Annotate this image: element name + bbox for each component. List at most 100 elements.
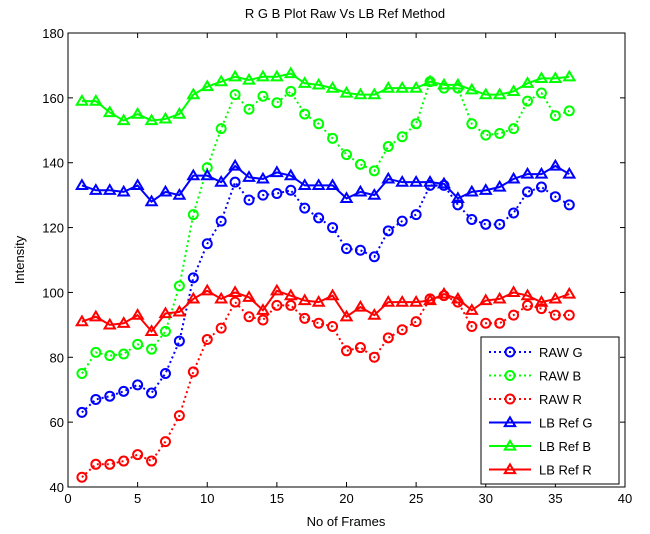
data-point	[311, 295, 326, 307]
legend-label: LB Ref G	[539, 416, 592, 431]
data-point	[214, 175, 229, 187]
series-lb-ref-b	[75, 66, 577, 126]
y-tick-label: 160	[42, 91, 64, 106]
x-tick-label: 0	[64, 491, 71, 506]
data-point	[327, 222, 339, 234]
data-point	[506, 84, 521, 96]
data-point	[173, 410, 185, 422]
data-point	[104, 458, 116, 470]
data-point	[339, 309, 354, 322]
data-point	[243, 311, 255, 323]
data-point	[200, 79, 215, 92]
data-point	[520, 288, 535, 301]
data-point	[423, 293, 437, 306]
legend-label: RAW B	[539, 369, 581, 384]
data-point	[494, 128, 506, 140]
data-point	[102, 317, 117, 330]
legend-marker	[504, 393, 516, 405]
legend-label: LB Ref R	[539, 463, 592, 478]
data-point	[146, 343, 158, 355]
data-point	[90, 393, 102, 405]
data-point	[480, 129, 492, 141]
data-point	[283, 168, 298, 181]
data-point	[464, 82, 479, 95]
data-point	[450, 291, 465, 304]
data-point	[297, 293, 312, 306]
chart-title: R G B Plot Raw Vs LB Ref Method	[245, 6, 445, 21]
data-point	[144, 324, 159, 336]
data-point	[492, 179, 507, 192]
data-point	[563, 309, 575, 321]
data-point	[341, 149, 352, 161]
data-point	[132, 338, 144, 350]
data-point	[354, 158, 366, 170]
legend-entry: RAW R	[489, 392, 582, 407]
data-point	[353, 184, 368, 197]
data-point	[423, 175, 437, 187]
data-point	[548, 158, 563, 171]
data-point	[130, 178, 145, 191]
data-point	[285, 184, 297, 196]
data-point	[367, 87, 382, 100]
data-point	[409, 80, 424, 93]
data-point	[368, 165, 380, 177]
data-point	[102, 105, 117, 118]
legend-entry: RAW B	[489, 369, 581, 384]
data-point	[215, 215, 227, 227]
data-point	[271, 188, 283, 200]
y-tick-label: 80	[50, 350, 64, 365]
data-point	[395, 80, 410, 93]
legend: RAW G RAW B RAW R LB Ref G LB Ref B LB Ref R	[480, 336, 620, 485]
data-point	[130, 106, 145, 119]
data-point	[382, 332, 394, 344]
data-point	[144, 113, 159, 126]
data-point	[104, 350, 116, 362]
data-point	[242, 290, 256, 302]
data-point	[548, 71, 563, 84]
data-point	[201, 333, 213, 345]
data-point	[228, 69, 243, 82]
data-point	[158, 111, 173, 124]
data-point	[229, 296, 241, 308]
data-point	[297, 76, 312, 88]
data-point	[285, 299, 297, 311]
data-point	[313, 317, 325, 329]
x-tick-label: 30	[479, 491, 493, 506]
data-point	[242, 72, 256, 85]
data-point	[549, 110, 561, 122]
data-point	[118, 348, 130, 360]
x-axis-label: No of Frames	[307, 514, 386, 529]
data-point	[325, 80, 340, 93]
y-tick-label: 40	[50, 480, 64, 495]
legend-marker	[503, 438, 517, 451]
data-point	[229, 89, 241, 101]
data-point	[90, 458, 102, 470]
x-tick-label: 20	[339, 491, 353, 506]
data-point	[75, 314, 89, 327]
data-point	[215, 322, 227, 334]
data-point	[243, 194, 255, 206]
data-point	[186, 87, 201, 100]
x-tick-label: 40	[618, 491, 632, 506]
series-lb-ref-g	[75, 158, 577, 207]
data-point	[563, 105, 575, 117]
data-point	[76, 406, 88, 418]
data-point	[172, 106, 187, 119]
data-point	[256, 171, 270, 184]
y-tick-label: 100	[42, 285, 64, 300]
data-point	[311, 77, 326, 90]
data-point	[492, 87, 507, 100]
data-point	[367, 187, 382, 200]
x-tick-label: 10	[200, 491, 214, 506]
x-tick-label: 5	[134, 491, 141, 506]
data-point	[549, 191, 561, 203]
data-point	[353, 87, 368, 100]
data-point	[506, 285, 521, 298]
data-point	[534, 166, 549, 179]
data-point	[118, 455, 130, 467]
legend-entry: LB Ref R	[489, 462, 592, 478]
data-point	[132, 449, 144, 461]
data-point	[395, 295, 410, 307]
data-point	[478, 293, 493, 306]
